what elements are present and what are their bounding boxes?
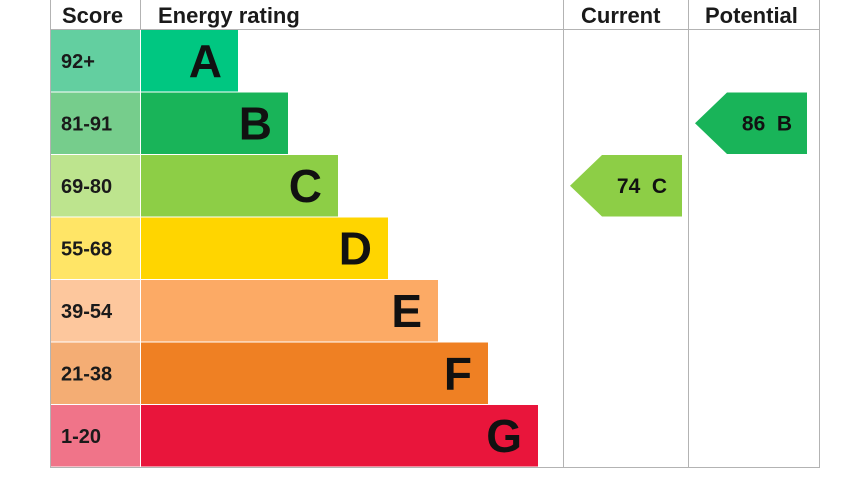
score-range-b: 81-91 [61,113,112,135]
rating-bands: 92+ A 81-91 B 69-80 C 55-68 D 39-54 E 21-38 F 1-20 G [51,30,538,467]
grid [50,0,820,468]
band-letter-f: F [444,347,472,399]
band-bar-c [141,155,338,217]
potential-rating-arrow [695,92,807,154]
score-range-a: 92+ [61,51,95,73]
score-range-e: 39-54 [61,301,113,323]
band-bar-b [141,92,288,154]
score-cell-f [51,342,140,404]
band-bar-a [141,30,238,92]
score-range-d: 55-68 [61,238,112,260]
band-letter-d: D [339,222,372,274]
band-letter-e: E [391,285,422,337]
potential-rating-label: 86 B [742,112,792,135]
band-bar-f [141,342,488,404]
score-cell-d [51,217,140,279]
current-rating-label: 74 C [617,175,667,198]
score-cell-g [51,405,140,467]
band-letter-b: B [239,97,272,149]
score-cell-a [51,30,140,92]
header-current: Current [581,3,661,28]
band-bar-g [141,405,538,467]
header-potential: Potential [705,3,798,28]
band-letter-a: A [189,35,222,87]
header-score: Score [62,3,123,28]
band-bar-d [141,217,388,279]
score-range-c: 69-80 [61,176,112,198]
score-cell-b [51,92,140,154]
score-range-f: 21-38 [61,363,112,385]
rating-arrows: 74 C 86 B [570,92,807,217]
band-letter-c: C [289,160,322,212]
header-energy-rating: Energy rating [158,3,300,28]
current-rating-arrow [570,155,682,217]
score-cell-e [51,280,140,342]
score-cell-c [51,155,140,217]
band-bar-e [141,280,438,342]
band-letter-g: G [486,410,522,462]
score-range-g: 1-20 [61,426,101,448]
